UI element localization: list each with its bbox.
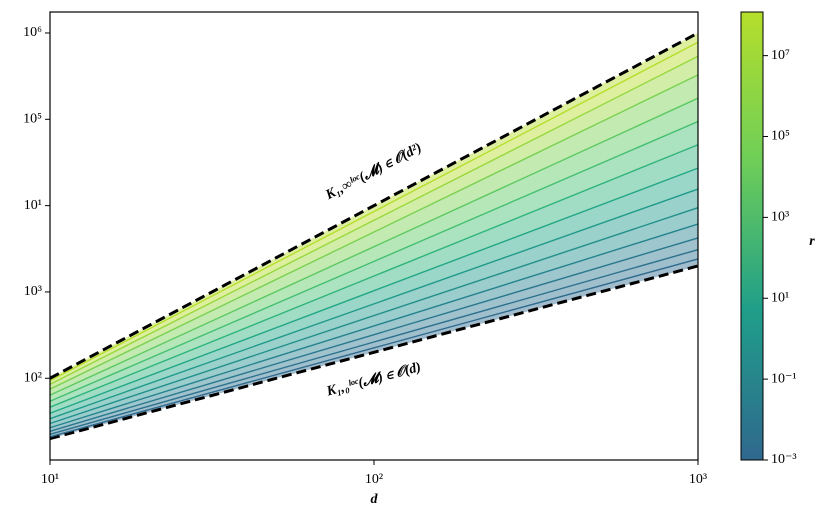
x-tick-label: 10¹ <box>41 472 59 487</box>
data-line <box>49 120 699 402</box>
data-line <box>49 167 699 414</box>
fill-band <box>50 121 698 408</box>
y-tick-label: 10¹ <box>24 198 42 213</box>
data-line <box>49 41 699 382</box>
colorbar-tick-label: 10⁻³ <box>771 452 797 467</box>
data-line <box>49 258 699 438</box>
data-line <box>49 223 699 429</box>
fill-band <box>50 168 698 419</box>
y-tick-label: 10² <box>24 370 42 385</box>
data-line <box>49 237 699 432</box>
colorbar-tick-label: 10⁷ <box>771 48 790 63</box>
fill-band <box>50 98 698 402</box>
fill-band <box>50 189 698 424</box>
colorbar <box>740 11 764 461</box>
data-line <box>49 248 699 436</box>
fill-band <box>50 56 698 390</box>
colorbar-label: r <box>809 234 815 249</box>
x-tick-label: 10³ <box>689 472 707 487</box>
colorbar-tick-label: 10⁻¹ <box>771 371 797 386</box>
data-line <box>49 55 699 385</box>
colorbar-tick-label: 10³ <box>771 210 789 225</box>
x-axis-label: d <box>371 492 379 507</box>
data-line <box>49 97 699 396</box>
data-line <box>49 144 699 408</box>
y-tick-label: 10³ <box>24 284 42 299</box>
bound-line <box>49 31 699 380</box>
data-line <box>49 188 699 420</box>
fill-band <box>50 224 698 432</box>
bound-line <box>49 264 699 441</box>
fill-band <box>50 237 698 435</box>
data-line <box>49 74 699 390</box>
y-tick-label: 10⁵ <box>23 112 42 127</box>
fill-band <box>50 42 698 385</box>
data-line <box>49 207 699 425</box>
fill-band <box>50 144 698 414</box>
colorbar-tick-label: 10¹ <box>771 290 789 305</box>
x-tick-label: 10² <box>365 472 383 487</box>
y-tick-label: 10⁶ <box>23 25 42 40</box>
fill-band <box>50 207 698 428</box>
annotation: K₁,₀ˡᵒᶜ(𝓜) ∈ 𝒪(d) <box>324 360 422 400</box>
colorbar-tick-label: 10⁵ <box>771 129 790 144</box>
fill-band <box>50 74 698 396</box>
